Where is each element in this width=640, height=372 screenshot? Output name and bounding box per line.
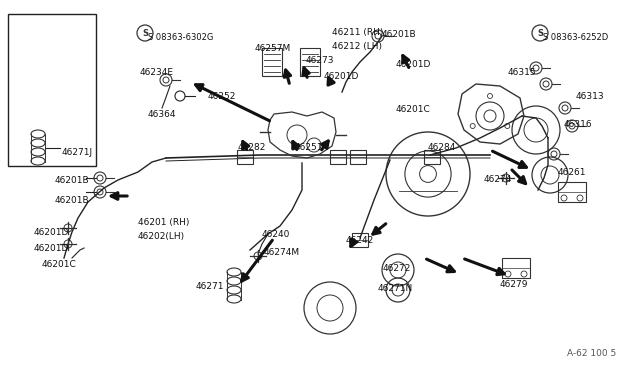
Bar <box>237 150 253 164</box>
Bar <box>300 48 320 76</box>
Text: 46257M: 46257M <box>255 44 291 53</box>
Text: 46201C: 46201C <box>42 260 77 269</box>
Text: S 08363-6252D: S 08363-6252D <box>543 33 608 42</box>
Text: 46202(LH): 46202(LH) <box>138 232 185 241</box>
Text: 46201D: 46201D <box>324 72 360 81</box>
Text: 46271: 46271 <box>196 282 225 291</box>
Text: 46364: 46364 <box>148 110 177 119</box>
Text: S 08363-6302G: S 08363-6302G <box>148 33 213 42</box>
Circle shape <box>532 25 548 41</box>
Text: 46313: 46313 <box>576 92 605 101</box>
Text: 46201 (RH): 46201 (RH) <box>138 218 189 227</box>
Text: A-62 100 5: A-62 100 5 <box>567 349 616 358</box>
Text: S: S <box>537 29 543 38</box>
Text: 46284: 46284 <box>428 143 456 152</box>
Text: 46240: 46240 <box>262 230 291 239</box>
Text: 46282: 46282 <box>238 143 266 152</box>
Bar <box>350 150 366 164</box>
Text: 46251: 46251 <box>295 143 323 152</box>
Bar <box>558 182 586 202</box>
Text: 46201D: 46201D <box>34 244 69 253</box>
Text: 46274: 46274 <box>484 175 513 184</box>
Circle shape <box>137 25 153 41</box>
Bar <box>330 150 346 164</box>
Text: 46201B: 46201B <box>382 30 417 39</box>
Text: 46212 (LH): 46212 (LH) <box>332 42 382 51</box>
Text: 46272: 46272 <box>383 264 412 273</box>
Text: 46315: 46315 <box>508 68 536 77</box>
Text: S: S <box>142 29 148 38</box>
Text: 46271N: 46271N <box>378 284 413 293</box>
Text: 46201B: 46201B <box>55 196 90 205</box>
Text: 46201B: 46201B <box>55 176 90 185</box>
Bar <box>352 233 368 247</box>
Bar <box>424 150 440 164</box>
Text: 46271J: 46271J <box>62 148 93 157</box>
Bar <box>8 14 96 166</box>
Text: 46274M: 46274M <box>264 248 300 257</box>
Text: 46201D: 46201D <box>34 228 69 237</box>
Text: 46201C: 46201C <box>396 105 431 114</box>
Text: 46316: 46316 <box>564 120 593 129</box>
Text: 46273: 46273 <box>306 56 335 65</box>
Text: 46211 (RH): 46211 (RH) <box>332 28 383 37</box>
Bar <box>262 48 282 76</box>
Text: 46279: 46279 <box>500 280 529 289</box>
Text: 46242: 46242 <box>346 236 374 245</box>
Text: 46261: 46261 <box>558 168 586 177</box>
Text: 46234E: 46234E <box>140 68 174 77</box>
Text: 46252: 46252 <box>208 92 236 101</box>
Bar <box>502 258 530 278</box>
Text: 46201D: 46201D <box>396 60 431 69</box>
